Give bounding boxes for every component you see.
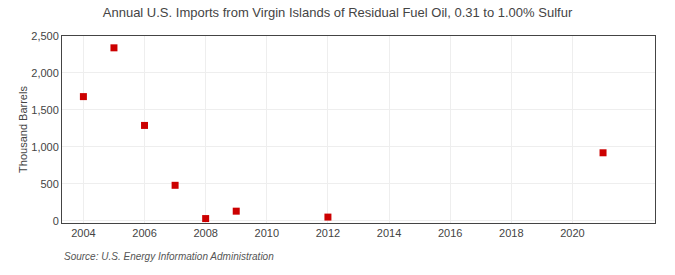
svg-text:Thousand Barrels: Thousand Barrels (17, 86, 29, 173)
svg-text:2008: 2008 (193, 227, 217, 239)
svg-text:2012: 2012 (316, 227, 340, 239)
svg-text:2016: 2016 (438, 227, 462, 239)
svg-text:1,000: 1,000 (31, 141, 59, 153)
svg-text:500: 500 (40, 178, 58, 190)
svg-text:0: 0 (53, 215, 59, 227)
svg-text:2006: 2006 (132, 227, 156, 239)
svg-text:2020: 2020 (560, 227, 584, 239)
svg-text:2014: 2014 (377, 227, 401, 239)
svg-text:2018: 2018 (499, 227, 523, 239)
svg-text:Annual U.S. Imports from Virgi: Annual U.S. Imports from Virgin Islands … (103, 5, 573, 20)
svg-text:2004: 2004 (71, 227, 95, 239)
svg-text:2010: 2010 (255, 227, 279, 239)
svg-text:2,500: 2,500 (31, 30, 59, 42)
svg-text:2,000: 2,000 (31, 67, 59, 79)
svg-text:1,500: 1,500 (31, 104, 59, 116)
svg-text:Source: U.S. Energy Informatio: Source: U.S. Energy Information Administ… (64, 251, 274, 262)
